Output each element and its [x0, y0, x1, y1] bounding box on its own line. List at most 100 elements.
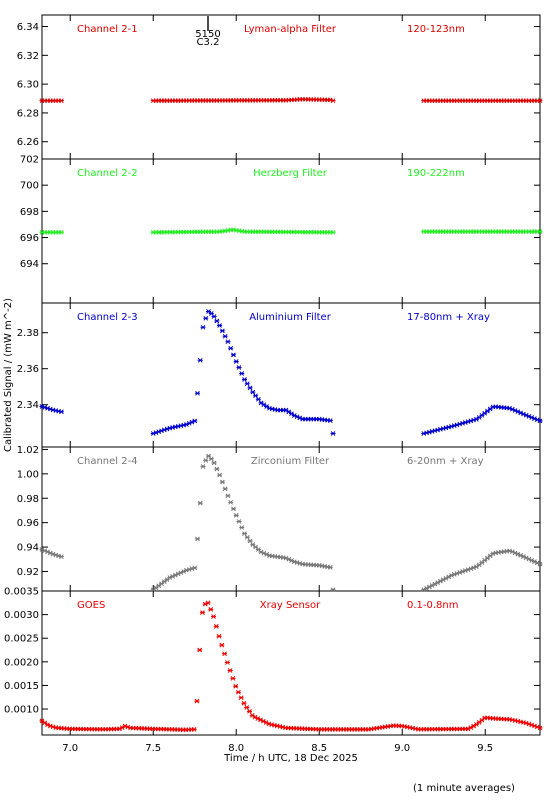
y-tick-label: 0.94: [17, 543, 39, 554]
channel-label: Channel 2-2: [77, 168, 138, 179]
y-tick-label: 0.0020: [4, 657, 39, 668]
data-point: [211, 460, 217, 466]
data-point: [537, 98, 543, 104]
data-point: [224, 660, 230, 665]
data-point: [239, 371, 245, 376]
x-tick-label: 8.5: [311, 743, 327, 754]
data-point: [537, 561, 543, 567]
data-point: [206, 309, 212, 314]
data-point: [42, 720, 48, 726]
data-point: [537, 725, 543, 731]
data-point: [214, 318, 220, 324]
channel-label: Channel 2-3: [77, 312, 138, 323]
data-point: [250, 389, 256, 395]
y-tick-label: 2.34: [17, 400, 39, 411]
data-point: [217, 472, 223, 478]
data-point: [200, 464, 206, 469]
data-point: [39, 718, 45, 724]
y-tick-label: 6.28: [17, 108, 39, 119]
data-point: [164, 577, 170, 582]
data-markers: [39, 96, 543, 733]
y-tick-label: 694: [20, 259, 39, 270]
data-point: [150, 587, 156, 593]
data-point: [330, 431, 336, 436]
flare-marker-bottom-label: C3.2: [197, 37, 220, 48]
y-tick-label: 0.92: [17, 567, 39, 578]
data-point: [327, 418, 333, 423]
data-point: [537, 418, 543, 424]
data-point: [244, 705, 250, 710]
data-point: [225, 493, 231, 499]
data-point: [211, 614, 217, 619]
panel-ticks: 6.26 6.28 6.30 6.32 6.34 694 696 698 700 702 2.34 2…: [4, 15, 540, 754]
data-point: [230, 352, 236, 358]
band-label: 0.1-0.8nm: [407, 600, 459, 611]
data-point: [233, 683, 239, 689]
data-point: [242, 377, 248, 382]
data-point: [197, 500, 203, 506]
data-point: [247, 709, 252, 714]
data-point: [161, 579, 167, 584]
panel-labels: Channel 2-1 Lyman-alpha Filter 120-123nm Ch…: [77, 24, 490, 611]
x-tick-label: 9.5: [477, 743, 493, 754]
data-point: [327, 565, 333, 570]
filter-label: Aluminium Filter: [249, 312, 332, 323]
data-point: [208, 607, 214, 612]
y-tick-label: 6.30: [17, 80, 39, 91]
y-tick-label: 1.02: [17, 445, 39, 456]
data-point: [205, 600, 211, 606]
data-point: [242, 531, 248, 536]
data-point: [208, 456, 214, 462]
channel-label: Channel 2-4: [77, 456, 138, 467]
data-point: [241, 700, 247, 706]
band-label: 6-20nm + Xray: [407, 456, 484, 467]
data-point: [244, 534, 250, 540]
data-point: [217, 323, 223, 328]
data-point: [58, 229, 64, 235]
data-point: [239, 525, 245, 530]
data-point: [192, 565, 198, 571]
data-point: [194, 698, 200, 704]
data-point: [156, 583, 162, 589]
data-point: [192, 418, 198, 424]
y-tick-label: 700: [20, 181, 39, 192]
data-point: [244, 381, 250, 387]
data-point: [236, 365, 242, 370]
data-point: [194, 536, 200, 542]
data-point: [159, 581, 165, 587]
flare-marker-top-label: 5150: [195, 29, 220, 40]
y-tick-label: 0.0015: [4, 681, 39, 692]
flare-marker: 5150 C3.2: [195, 16, 221, 48]
panel-frame: [41, 446, 541, 592]
averaging-footnote: (1 minute averages): [413, 783, 515, 794]
data-point: [153, 585, 159, 591]
panel-frame: [41, 590, 541, 736]
data-point: [238, 695, 244, 701]
data-point: [211, 314, 217, 319]
data-point: [203, 315, 209, 321]
y-tick-label: 1.00: [17, 469, 39, 480]
y-tick-label: 6.26: [17, 137, 39, 148]
band-label: 190-222nm: [407, 168, 465, 179]
data-point: [219, 328, 225, 334]
channel-label: Channel 2-1: [77, 24, 138, 35]
y-tick-label: 2.38: [17, 328, 39, 339]
data-point: [213, 624, 219, 629]
data-point: [222, 486, 228, 492]
data-point: [330, 229, 336, 235]
y-tick-label: 6.34: [17, 22, 39, 33]
data-point: [228, 499, 234, 505]
data-point: [330, 98, 336, 104]
y-tick-label: 2.36: [17, 364, 39, 375]
data-point: [255, 396, 261, 402]
data-point: [216, 633, 222, 639]
data-point: [537, 229, 543, 235]
data-point: [235, 689, 241, 695]
filter-label: Herzberg Filter: [253, 168, 328, 179]
y-tick-label: 0.0010: [4, 705, 39, 716]
y-tick-label: 6.32: [17, 51, 39, 62]
y-axis-title: Calibrated Signal / (mW m^-2): [3, 298, 14, 452]
data-point: [219, 642, 225, 648]
y-tick-label: 0.0025: [4, 634, 39, 645]
